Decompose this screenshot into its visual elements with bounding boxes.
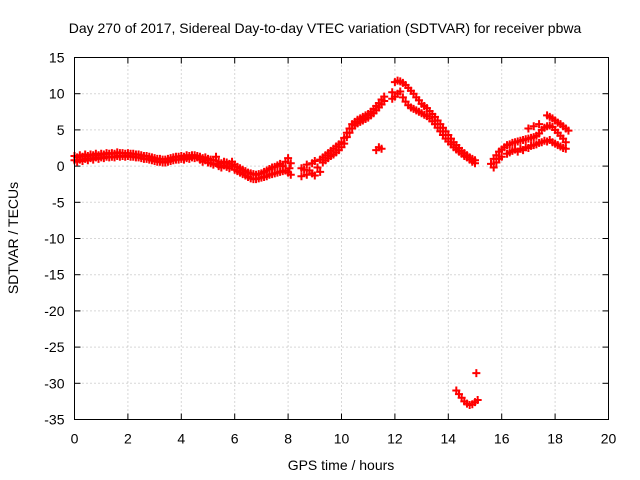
y-tick-label: -15 (44, 267, 64, 283)
x-tick-label: 12 (387, 431, 403, 447)
x-tick-label: 4 (177, 431, 185, 447)
data-point (380, 96, 389, 105)
data-point (345, 128, 354, 137)
data-point (497, 152, 506, 161)
y-tick-label: -30 (44, 375, 64, 391)
data-point (340, 139, 349, 148)
y-tick-label: -5 (52, 194, 65, 210)
data-point (398, 93, 407, 102)
y-tick-label: -35 (44, 412, 64, 428)
data-point (297, 172, 306, 181)
y-tick-label: -10 (44, 231, 64, 247)
x-tick-label: 20 (601, 431, 617, 447)
grid-lines (74, 57, 609, 420)
data-point (310, 157, 319, 166)
x-tick-label: 8 (284, 431, 292, 447)
data-point (377, 144, 386, 153)
y-tick-label: 10 (49, 86, 65, 102)
y-tick-label: -20 (44, 303, 64, 319)
x-tick-label: 2 (124, 431, 132, 447)
data-point (473, 395, 482, 404)
data-point (388, 88, 397, 97)
y-tick-label: 0 (57, 158, 65, 174)
data-point (342, 133, 351, 142)
x-tick-label: 14 (441, 431, 457, 447)
data-point (472, 369, 481, 378)
x-tick-label: 0 (71, 431, 79, 447)
x-tick-label: 16 (494, 431, 510, 447)
data-point (524, 124, 533, 133)
y-axis-ticks: -35 -30 -25 -20 -15 -10 -5 0 5 10 15 (44, 50, 609, 428)
data-point (212, 152, 221, 161)
data-points (70, 76, 573, 410)
data-point (316, 167, 325, 176)
data-point (561, 144, 570, 153)
data-point (285, 164, 294, 173)
data-point (396, 87, 405, 96)
data-point (278, 162, 287, 171)
x-axis-ticks: 0 2 4 6 8 10 12 14 16 18 20 (71, 57, 617, 447)
data-point (302, 160, 311, 169)
y-axis-label: SDTVAR / TECUs (5, 182, 21, 294)
x-tick-label: 10 (334, 431, 350, 447)
data-point (310, 171, 319, 180)
data-point (564, 126, 573, 135)
data-point (529, 122, 538, 131)
y-tick-label: 15 (49, 50, 65, 66)
data-point (489, 163, 498, 172)
data-point (302, 170, 311, 179)
chart-title: Day 270 of 2017, Sidereal Day-to-day VTE… (69, 20, 582, 36)
data-point (284, 154, 293, 163)
data-point (286, 159, 295, 168)
x-tick-label: 18 (547, 431, 563, 447)
plot-frame (74, 57, 609, 420)
y-tick-label: -25 (44, 339, 64, 355)
data-point (471, 159, 479, 168)
data-point (286, 170, 295, 179)
data-point (535, 120, 544, 129)
data-point (313, 163, 322, 172)
x-axis-label: GPS time / hours (288, 457, 395, 473)
y-tick-label: 5 (57, 122, 65, 138)
x-tick-label: 6 (231, 431, 239, 447)
